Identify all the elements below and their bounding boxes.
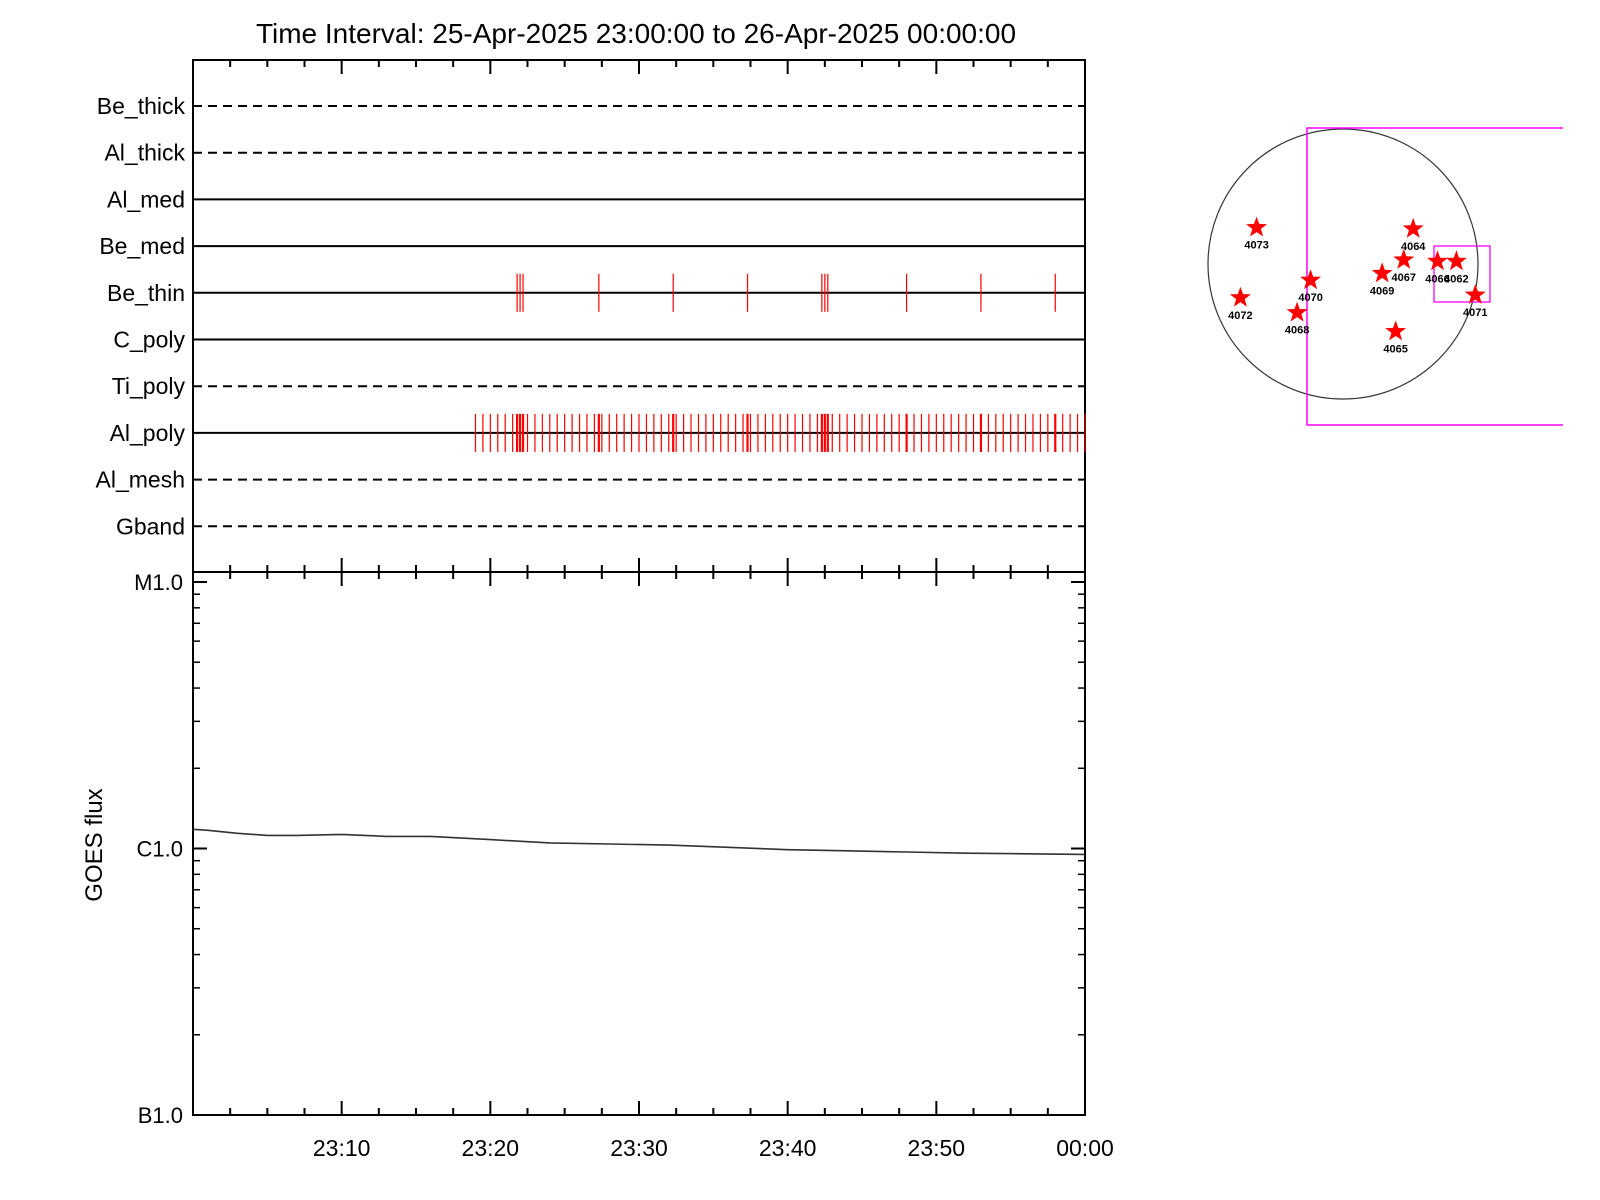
active-region-star [1385, 320, 1407, 341]
goes-x-tick-label: 23:40 [759, 1135, 817, 1161]
active-region-star [1371, 262, 1393, 283]
filter-row-label: Ti_poly [112, 373, 186, 399]
filter-row-label: Al_mesh [96, 467, 185, 493]
active-region-label: 4066 [1425, 273, 1449, 285]
filter-row-label: Al_med [107, 186, 185, 212]
active-region-label: 4064 [1401, 241, 1426, 253]
filter-row-label: Gband [116, 513, 185, 539]
active-region-label: 4068 [1285, 325, 1309, 337]
filter-row-label: Al_poly [110, 420, 186, 446]
filter-row-label: Be_thick [97, 93, 186, 119]
field-of-view-box [1306, 127, 1563, 426]
goes-x-tick-label: 23:20 [462, 1135, 520, 1161]
solar-disk-limb [1207, 128, 1479, 400]
goes-y-axis-label: GOES flux [81, 788, 108, 901]
filter-panel-frame [192, 59, 1086, 573]
goes-y-tick-label: M1.0 [134, 570, 183, 595]
active-region-label: 4069 [1370, 285, 1394, 297]
active-region-label: 4071 [1463, 307, 1487, 319]
active-region-star [1464, 284, 1486, 304]
goes-x-tick-label: 23:50 [908, 1135, 966, 1161]
active-region-label: 4073 [1244, 240, 1268, 252]
zoom-field-of-view-box [1433, 245, 1491, 303]
active-region-label: 4072 [1228, 310, 1252, 322]
active-region-star [1402, 217, 1424, 238]
filter-row-label: Be_thin [107, 280, 185, 306]
active-region-star [1286, 301, 1308, 322]
goes-x-tick-label: 23:10 [313, 1135, 371, 1161]
active-region-star [1246, 216, 1268, 237]
filter-row-label: C_poly [113, 327, 185, 353]
chart-title: Time Interval: 25-Apr-2025 23:00:00 to 2… [256, 18, 1016, 49]
active-region-label: 4067 [1392, 272, 1416, 284]
goes-x-tick-label: 00:00 [1056, 1135, 1114, 1161]
active-region-label: 4062 [1444, 273, 1468, 285]
goes-flux-series-line [192, 828, 1086, 856]
filter-row-label: Al_thick [104, 140, 185, 166]
goes-panel-frame [192, 571, 1086, 1116]
active-region-star [1393, 248, 1415, 269]
active-region-star [1300, 269, 1322, 290]
active-region-label: 4070 [1298, 292, 1322, 304]
filter-row-label: Be_med [99, 233, 185, 259]
active-region-label: 4065 [1383, 344, 1407, 356]
goes-y-tick-label: B1.0 [138, 1103, 183, 1128]
goes-y-tick-label: C1.0 [137, 837, 183, 862]
active-region-star [1427, 250, 1448, 271]
filter-timeline-panel: Be_thick Al_thick Al_med Be_med Be_thin C_pol… [96, 59, 1086, 573]
goes-flux-panel: B1.0 C1.0 M1.0 23:10 23:20 23:30 23:40 23:50 00:… [134, 570, 1114, 1161]
active-region-star [1229, 286, 1251, 307]
active-region-star [1445, 250, 1467, 271]
goes-x-tick-label: 23:30 [610, 1135, 668, 1161]
